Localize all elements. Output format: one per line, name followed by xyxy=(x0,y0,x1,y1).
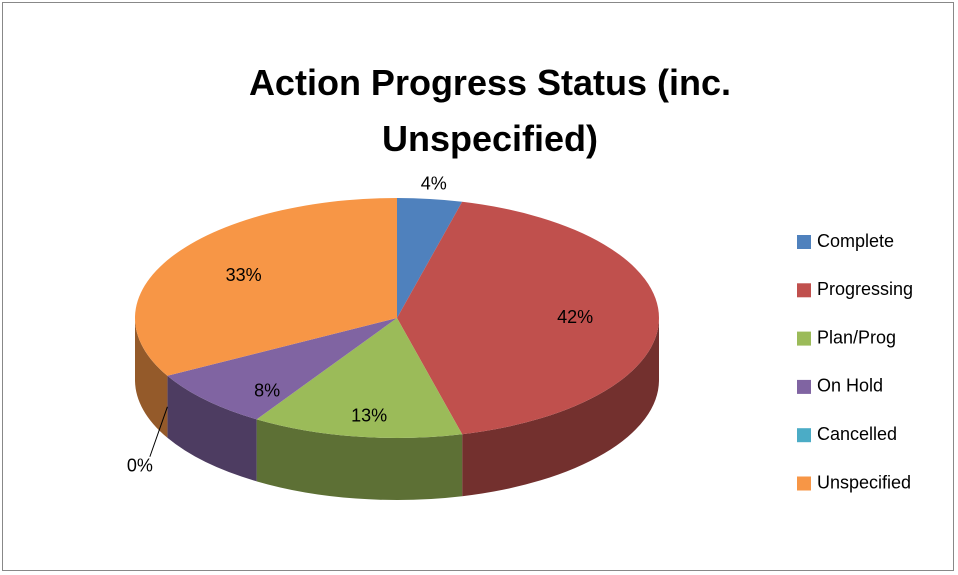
slice xyxy=(256,318,463,438)
legend-swatch xyxy=(797,235,811,249)
leader-line xyxy=(149,406,168,457)
slice-side xyxy=(256,419,463,501)
legend-label: Complete xyxy=(817,231,894,251)
data-label: 0% xyxy=(127,455,153,475)
data-label: 8% xyxy=(254,381,280,401)
slice xyxy=(167,318,397,420)
legend-label: On Hold xyxy=(817,376,883,396)
legend-swatch xyxy=(797,283,811,298)
legend-label: Unspecified xyxy=(817,472,911,492)
legend-label: Plan/Prog xyxy=(817,327,896,347)
legend-label: Cancelled xyxy=(817,424,897,444)
slice xyxy=(397,198,463,318)
slice-side xyxy=(135,318,168,438)
legend-swatch xyxy=(797,331,811,346)
chart-title: Action Progress Status (inc. Unspecified… xyxy=(248,62,732,159)
legend-swatch xyxy=(797,476,811,491)
legend-label: Progressing xyxy=(817,279,913,299)
legend-swatch xyxy=(797,428,811,443)
data-label: 42% xyxy=(557,307,593,327)
data-label: 13% xyxy=(351,405,387,425)
slice xyxy=(134,198,397,376)
slice-side xyxy=(167,375,257,482)
slice-side xyxy=(462,318,659,497)
legend-swatch xyxy=(797,379,811,394)
slice xyxy=(397,201,660,435)
data-label: 33% xyxy=(226,265,262,285)
data-label: 4% xyxy=(421,173,447,193)
